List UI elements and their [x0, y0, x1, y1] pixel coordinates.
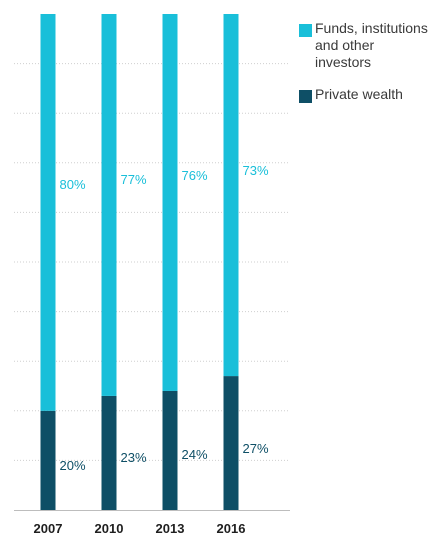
- legend-label-private-wealth: Private wealth: [315, 86, 403, 102]
- legend-item-funds: Funds, institutions and other investors: [299, 20, 433, 71]
- data-label-private-wealth-2013: 24%: [182, 447, 208, 462]
- x-tick-label-2013: 2013: [156, 521, 185, 536]
- data-label-private-wealth-2007: 20%: [60, 458, 86, 473]
- bar-private-wealth-2016: [223, 376, 239, 510]
- legend-item-private-wealth: Private wealth: [299, 86, 433, 103]
- x-tick-label-2016: 2016: [217, 521, 246, 536]
- data-label-private-wealth-2016: 27%: [243, 441, 269, 456]
- data-label-funds-2010: 77%: [121, 172, 147, 187]
- bar-funds-2007: [40, 14, 56, 411]
- data-label-funds-2013: 76%: [182, 168, 208, 183]
- bar-private-wealth-2007: [40, 410, 56, 510]
- bar-funds-2010: [101, 14, 117, 396]
- data-label-private-wealth-2010: 23%: [121, 450, 147, 465]
- data-label-funds-2016: 73%: [243, 163, 269, 178]
- legend-label-funds-line2: and other investors: [315, 37, 375, 70]
- bar-private-wealth-2013: [162, 390, 178, 510]
- bar-funds-2013: [162, 14, 178, 391]
- legend-swatch-funds: [299, 24, 312, 37]
- legend: Funds, institutions and other investors …: [299, 20, 433, 118]
- legend-label-funds-line1: Funds, institutions: [315, 20, 428, 36]
- legend-swatch-private-wealth: [299, 90, 312, 103]
- bar-private-wealth-2010: [101, 395, 117, 510]
- x-tick-label-2007: 2007: [34, 521, 63, 536]
- data-label-funds-2007: 80%: [60, 177, 86, 192]
- x-tick-label-2010: 2010: [95, 521, 124, 536]
- bar-funds-2016: [223, 14, 239, 377]
